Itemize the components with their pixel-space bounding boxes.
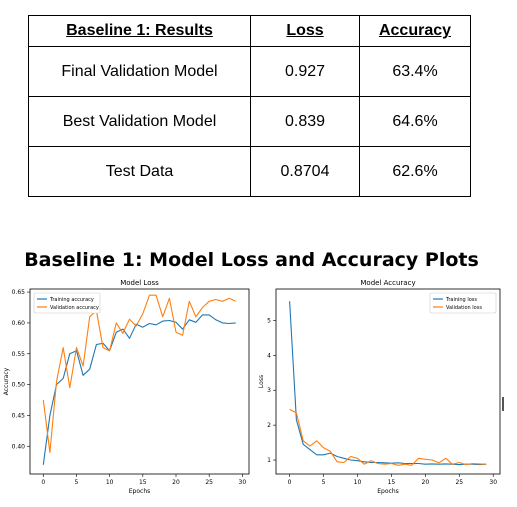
header-accuracy: Accuracy [359, 15, 471, 47]
x-tick-label: 0 [41, 479, 45, 486]
y-tick-label: 0.45 [12, 412, 26, 419]
y-axis-label: Accuracy [3, 367, 10, 395]
row-loss: 0.8704 [250, 146, 360, 197]
x-tick-label: 20 [422, 479, 430, 486]
x-tick-label: 10 [354, 479, 362, 486]
x-tick-label: 0 [288, 479, 292, 486]
legend-label: Training accuracy [49, 297, 94, 303]
y-tick-label: 0.65 [12, 289, 26, 296]
header-title: Baseline 1: Results [28, 15, 251, 47]
legend-label: Validation accuracy [50, 305, 99, 311]
legend-label: Validation loss [446, 305, 482, 311]
legend-label: Training loss [445, 297, 477, 303]
row-label: Test Data [28, 146, 251, 197]
plots-title: Baseline 1: Model Loss and Accuracy Plot… [24, 249, 479, 271]
x-tick-label: 30 [489, 479, 497, 486]
chart-title: Model Accuracy [360, 279, 415, 287]
accuracy-chart: Model Loss 0 5 10 15 20 25 30 0.40 0.45 0.50 0.55 0.… [3, 279, 250, 495]
plot-frame [275, 288, 501, 475]
y-tick-label: 2 [267, 422, 271, 429]
table-header-row: Baseline 1: Results Loss Accuracy [28, 15, 471, 47]
plot-frame [29, 288, 250, 475]
row-accuracy: 64.6% [359, 96, 471, 147]
legend-box [429, 292, 497, 314]
y-tick-label: 0.55 [12, 351, 26, 358]
x-axis-label: Epochs [377, 488, 399, 495]
scrollbar-handle[interactable] [502, 397, 504, 411]
row-label: Best Validation Model [28, 96, 251, 147]
x-tick-label: 5 [75, 479, 79, 486]
y-axis-label: Loss [258, 375, 265, 388]
chart-title: Model Loss [120, 279, 159, 287]
table-row: Final Validation Model 0.927 63.4% [28, 46, 471, 97]
series-line-validation [42, 294, 236, 453]
loss-chart: Model Accuracy 0 5 10 15 20 25 30 1 2 3 4 5 Epochs Los… [258, 279, 501, 495]
legend-box [33, 292, 101, 314]
row-label: Final Validation Model [28, 46, 251, 97]
x-tick-label: 30 [239, 479, 247, 486]
x-tick-label: 15 [388, 479, 396, 486]
x-tick-label: 25 [205, 479, 213, 486]
row-loss: 0.927 [250, 46, 360, 97]
table-row: Test Data 0.8704 62.6% [28, 146, 471, 197]
series-line-validation [289, 408, 487, 466]
row-accuracy: 63.4% [359, 46, 471, 97]
results-table: Baseline 1: Results Loss Accuracy Final … [28, 15, 471, 197]
x-tick-label: 25 [455, 479, 463, 486]
x-axis-label: Epochs [129, 488, 151, 495]
y-tick-label: 0.50 [12, 382, 26, 389]
header-loss: Loss [250, 15, 360, 47]
y-tick-label: 5 [267, 317, 271, 324]
series-line-training [289, 301, 487, 466]
y-tick-label: 4 [267, 352, 271, 359]
x-tick-label: 5 [322, 479, 326, 486]
table-row: Best Validation Model 0.839 64.6% [28, 96, 471, 147]
series-line-training [42, 314, 236, 465]
row-loss: 0.839 [250, 96, 360, 147]
row-accuracy: 62.6% [359, 146, 471, 197]
y-tick-label: 3 [267, 387, 271, 394]
x-tick-label: 15 [139, 479, 147, 486]
x-tick-label: 10 [106, 479, 114, 486]
y-tick-label: 1 [267, 457, 271, 464]
y-tick-label: 0.60 [12, 320, 26, 327]
x-tick-label: 20 [172, 479, 180, 486]
y-tick-label: 0.40 [12, 443, 26, 450]
